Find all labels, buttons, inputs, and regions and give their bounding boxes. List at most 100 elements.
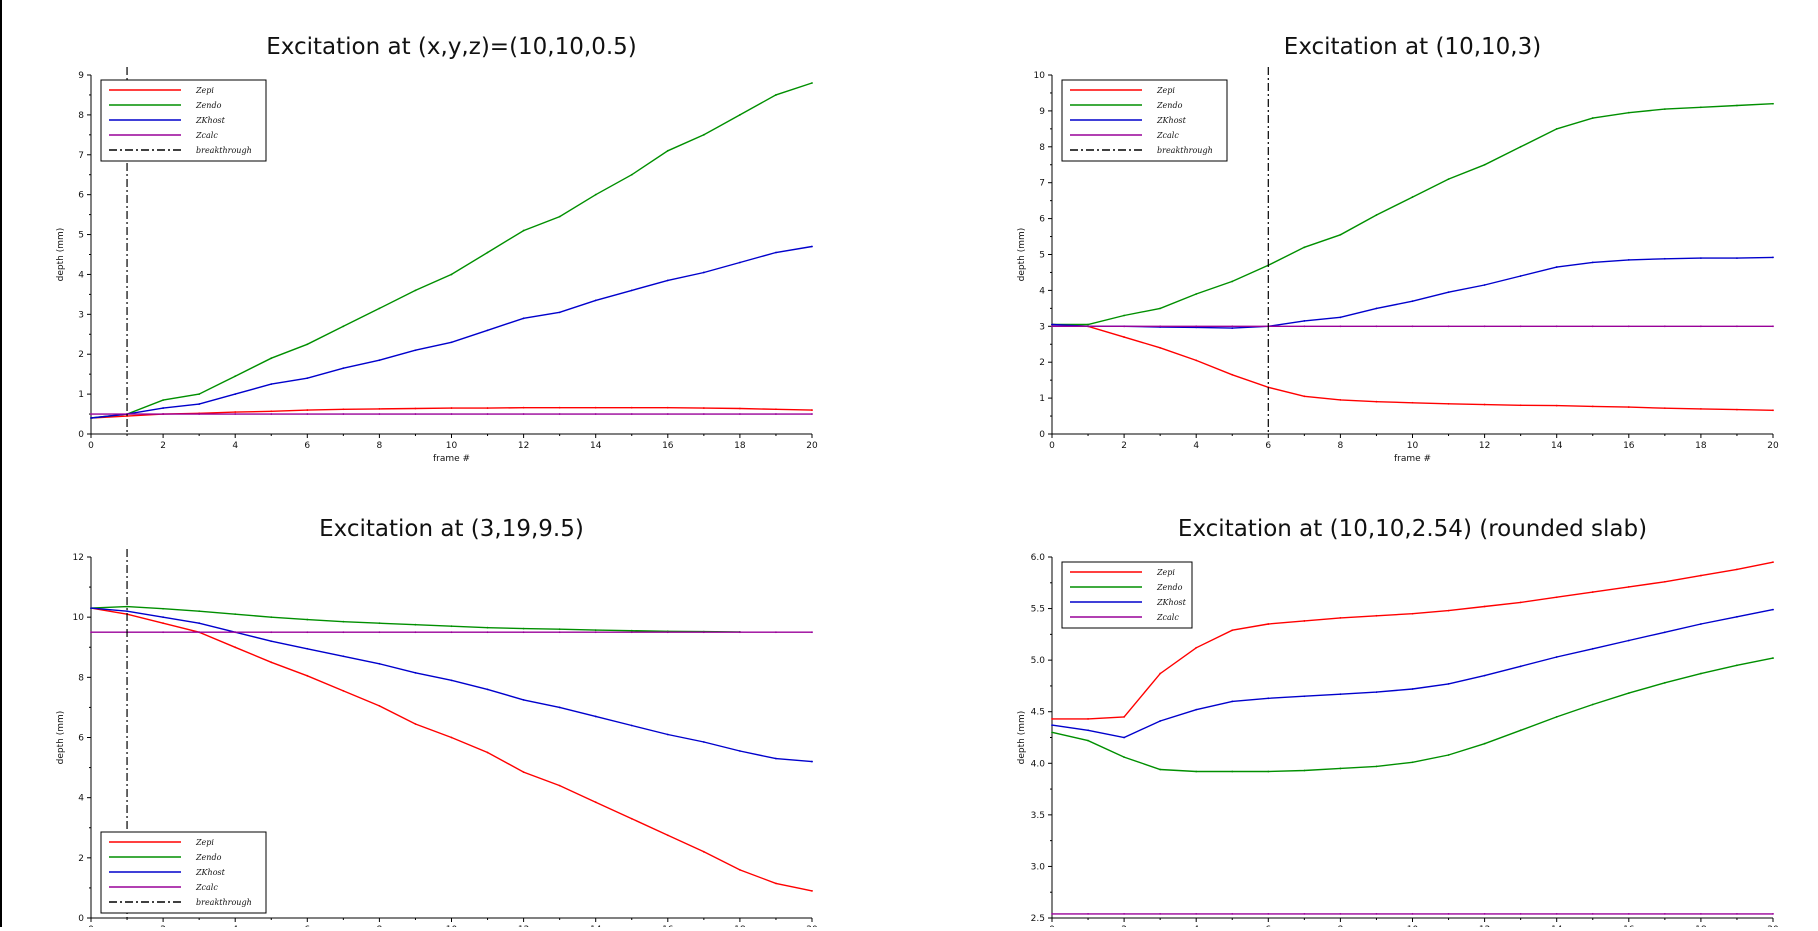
data-point (1051, 724, 1053, 727)
chart-title: Excitation at (10,10,2.54) (rounded slab… (1178, 516, 1647, 542)
legend: Zepi Zendo ZKhost Zcalc breakthrough (100, 79, 267, 162)
data-point (1195, 325, 1198, 328)
data-point (739, 113, 741, 116)
legend: Zepi Zendo ZKhost Zcalc breakthrough (1061, 79, 1228, 162)
data-point (1303, 320, 1306, 322)
data-point (1591, 647, 1594, 650)
data-point (1267, 912, 1270, 915)
data-point (234, 375, 237, 378)
data-point (811, 82, 813, 84)
data-point (198, 393, 201, 396)
legend-label: Zendo (195, 101, 222, 110)
data-point (414, 407, 417, 410)
chart-title: Excitation at (3,19,9.5) (319, 516, 584, 542)
data-point (811, 631, 813, 634)
data-point (378, 359, 381, 362)
y-tick-label: 5 (1039, 251, 1045, 261)
data-point (1339, 398, 1342, 401)
data-point (522, 406, 525, 409)
y-tick-label: 6 (1039, 215, 1045, 225)
legend-label: Zepi (1156, 568, 1175, 577)
data-point (811, 890, 813, 892)
data-point (270, 616, 273, 619)
data-point (1663, 912, 1666, 915)
data-point (630, 724, 633, 727)
data-point (1736, 325, 1738, 328)
data-point (1303, 912, 1306, 915)
data-point (1519, 665, 1522, 668)
data-point (1411, 300, 1414, 303)
data-point (162, 399, 165, 401)
data-point (1231, 327, 1234, 329)
data-point (1519, 275, 1522, 277)
data-point (1772, 561, 1774, 564)
data-point (1267, 697, 1270, 700)
data-point (1411, 912, 1414, 915)
data-point (486, 329, 489, 332)
data-point (306, 618, 309, 621)
data-point (1736, 408, 1738, 411)
data-point (1483, 742, 1486, 745)
data-point (630, 629, 633, 632)
data-point (1663, 631, 1666, 634)
data-point (1519, 912, 1522, 915)
data-point (234, 413, 237, 415)
data-point (1159, 346, 1162, 349)
data-point (486, 688, 489, 691)
y-tick-label: 4 (78, 270, 84, 280)
chart-title: Excitation at (x,y,z)=(10,10,0.5) (266, 34, 637, 60)
data-point (1555, 325, 1558, 328)
x-tick-label: 18 (734, 441, 746, 451)
data-point (702, 271, 705, 274)
data-point (1736, 615, 1738, 618)
data-point (90, 417, 92, 419)
data-point (162, 607, 165, 610)
data-point (558, 406, 561, 409)
data-point (1195, 912, 1198, 915)
data-point (1339, 233, 1342, 236)
data-point (1447, 178, 1450, 181)
x-tick-label: 14 (590, 441, 602, 451)
y-tick-label: 9 (1039, 107, 1045, 117)
data-point (1591, 261, 1594, 264)
data-point (558, 631, 561, 634)
data-point (1123, 736, 1125, 739)
data-point (739, 261, 741, 264)
data-point (450, 736, 453, 739)
data-point (1700, 325, 1702, 328)
y-tick-label: 4 (78, 794, 84, 804)
legend-label: Zcalc (1156, 131, 1179, 140)
data-point (1663, 257, 1666, 260)
data-point (162, 631, 165, 634)
data-point (630, 289, 633, 292)
data-point (811, 413, 813, 415)
data-point (90, 607, 92, 610)
data-point (162, 413, 165, 415)
data-point (126, 605, 128, 608)
data-point (1195, 708, 1198, 711)
data-point (1591, 703, 1594, 706)
legend-label: Zepi (195, 838, 214, 847)
data-point (1483, 674, 1486, 677)
data-point (1627, 325, 1630, 328)
data-point (594, 629, 597, 632)
x-tick-label: 14 (1551, 441, 1563, 451)
data-point (270, 383, 273, 386)
x-tick-label: 6 (304, 441, 310, 451)
data-point (198, 610, 201, 613)
data-point (198, 413, 201, 415)
legend: Zepi Zendo ZKhost Zcalc (1061, 561, 1193, 629)
x-tick-label: 2 (160, 441, 166, 451)
data-point (1411, 325, 1414, 328)
data-point (558, 311, 561, 314)
data-point (666, 834, 669, 837)
data-point (306, 343, 309, 346)
data-point (270, 631, 273, 634)
y-tick-label: 10 (1034, 71, 1046, 81)
chart-panel-4: Excitation at (10,10,2.54) (rounded slab… (1017, 516, 1779, 931)
data-point (666, 279, 669, 282)
y-axis-label: depth (mm) (1017, 228, 1027, 282)
data-point (1087, 323, 1089, 326)
data-point (1051, 731, 1053, 734)
